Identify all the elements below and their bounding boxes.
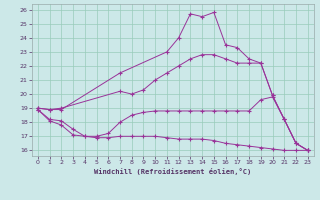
X-axis label: Windchill (Refroidissement éolien,°C): Windchill (Refroidissement éolien,°C) xyxy=(94,168,252,175)
